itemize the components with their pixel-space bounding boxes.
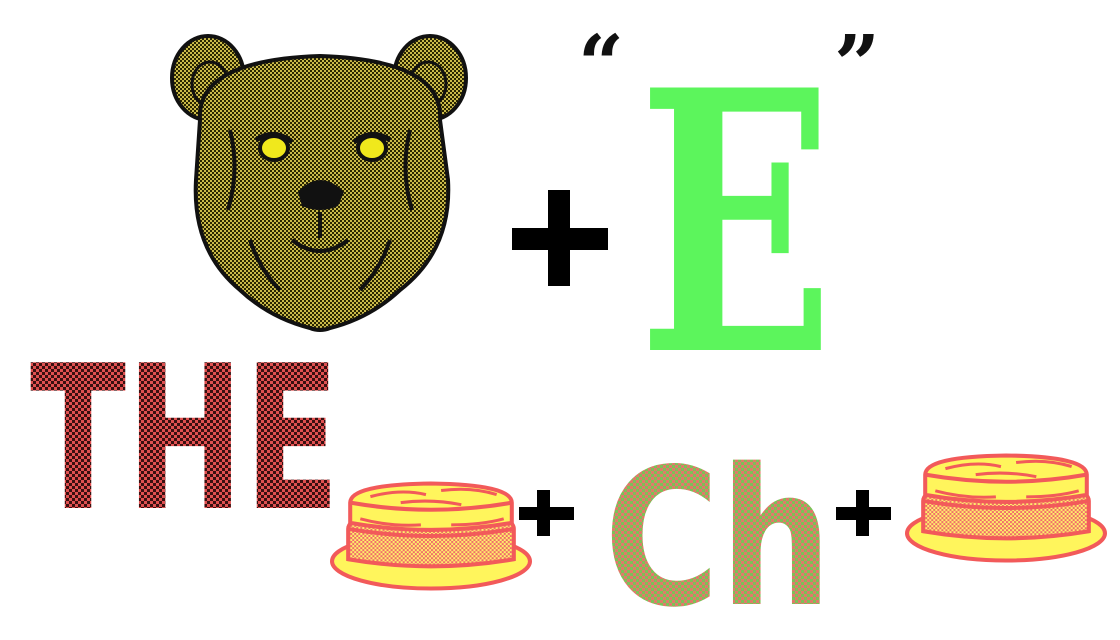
letter-e: E [638,12,834,435]
plus-sign-1 [512,190,608,286]
plus-sign-3 [836,490,891,536]
ch-word: Ch [604,428,832,640]
plus-sign-2 [519,490,574,536]
open-quote: “ [578,17,624,111]
the-word: THE [30,323,340,556]
cheese-wheel-icon-2 [907,455,1105,560]
bear-face-icon [170,34,468,332]
cheese-wheel-icon [332,483,530,588]
close-quote: ” [834,17,880,111]
